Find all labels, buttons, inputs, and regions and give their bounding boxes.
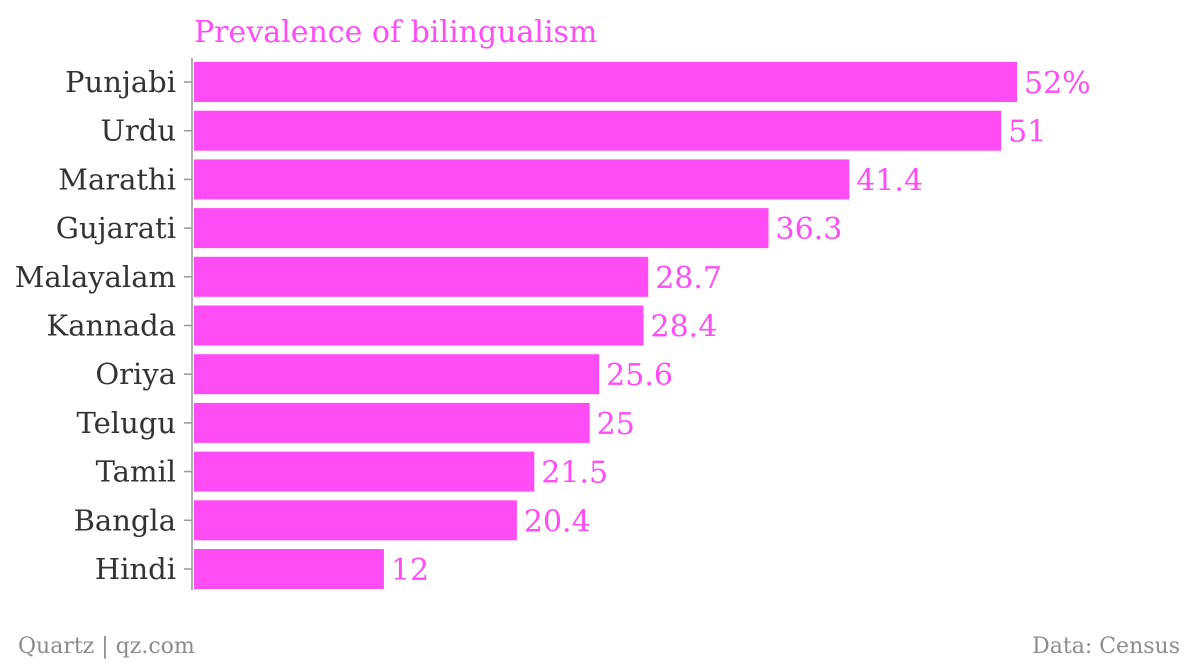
value-label: 36.3 (776, 212, 843, 247)
value-label: 21.5 (541, 456, 608, 491)
bar (194, 500, 517, 541)
category-label: Hindi (95, 552, 176, 586)
value-label: 52% (1024, 66, 1091, 101)
category-label: Tamil (96, 455, 176, 489)
data-source: Data: Census (1032, 634, 1180, 659)
category-label: Urdu (100, 114, 176, 148)
bar (194, 159, 850, 200)
value-label: 51 (1008, 115, 1046, 150)
chart-title: Prevalence of bilingualism (194, 15, 597, 50)
bar (194, 354, 600, 395)
value-label: 25.6 (606, 358, 673, 393)
category-label: Telugu (77, 406, 176, 440)
value-label: 28.7 (655, 261, 722, 296)
bars-layer: Punjabi 52% Urdu 51 Marathi 41.4 Gujarati 36.3 M… (15, 62, 1091, 589)
value-label: 20.4 (524, 504, 591, 539)
value-label: 25 (597, 407, 635, 442)
bar (194, 110, 1002, 151)
bar (194, 256, 649, 297)
category-label: Bangla (74, 503, 176, 537)
category-label: Kannada (47, 309, 176, 343)
source-credit: Quartz | qz.com (18, 634, 195, 659)
category-label: Malayalam (15, 260, 176, 294)
bar (194, 402, 590, 443)
value-label: 12 (391, 553, 429, 588)
bar (194, 208, 769, 249)
category-label: Oriya (95, 357, 176, 391)
bar (194, 451, 535, 492)
category-label: Punjabi (65, 65, 176, 99)
bar (194, 62, 1017, 102)
value-label: 28.4 (650, 310, 717, 345)
bar (194, 549, 384, 589)
value-label: 41.4 (856, 163, 923, 198)
bar (194, 305, 644, 346)
category-label: Gujarati (56, 211, 176, 245)
category-label: Marathi (58, 162, 176, 196)
